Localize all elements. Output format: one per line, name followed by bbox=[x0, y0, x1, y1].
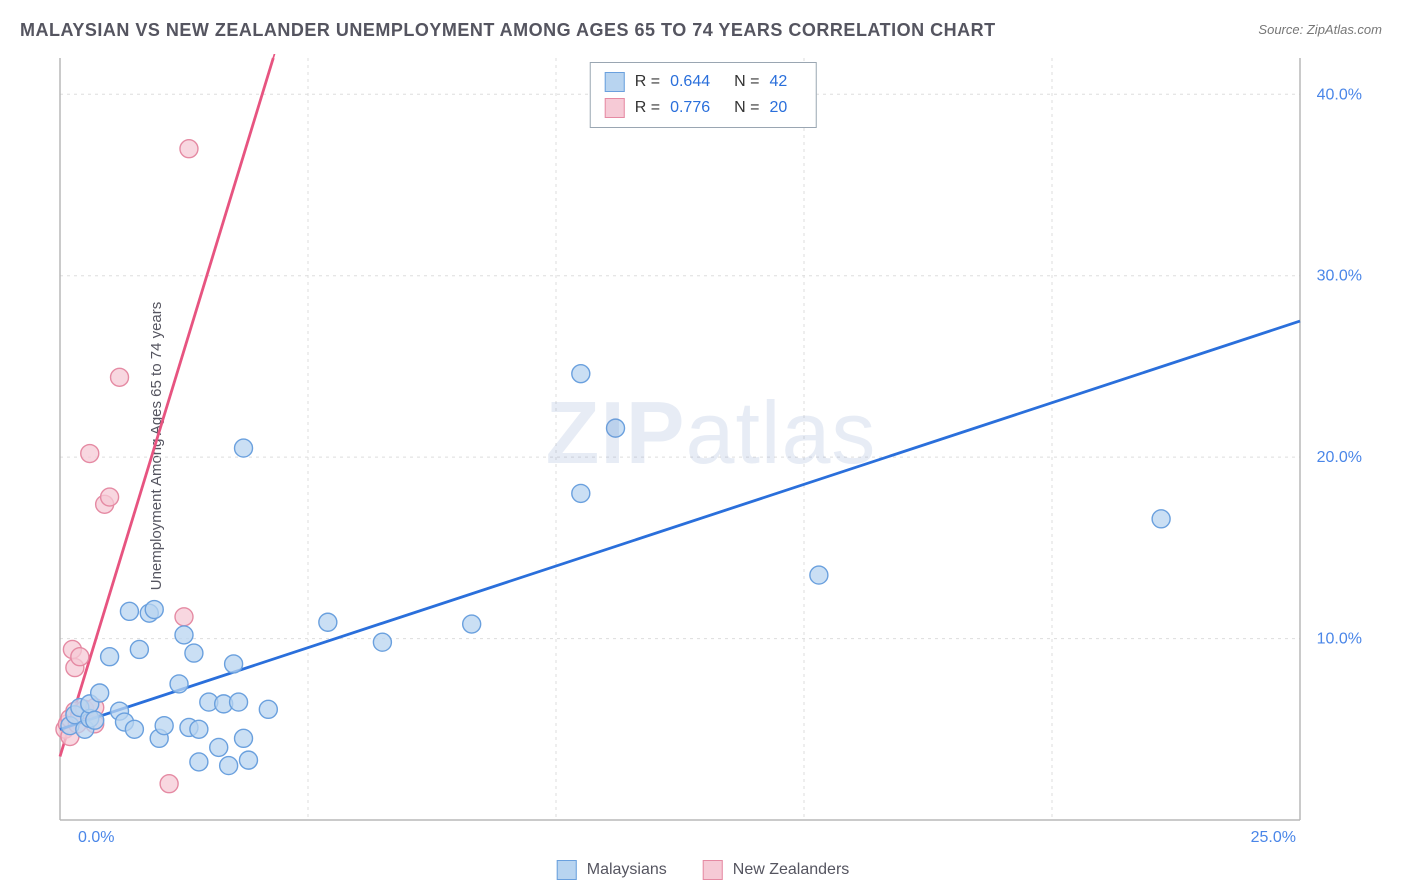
series-name-newzealanders: New Zealanders bbox=[733, 861, 850, 879]
swatch-malaysians bbox=[557, 860, 577, 880]
scatter-chart: 10.0% 20.0% 30.0% 40.0% 0.0% 25.0% bbox=[52, 54, 1370, 844]
r-value-newzealanders: 0.776 bbox=[670, 99, 710, 117]
svg-text:30.0%: 30.0% bbox=[1317, 268, 1362, 285]
r-label: R = bbox=[635, 73, 660, 91]
legend-row-malaysians: R = 0.644 N = 42 bbox=[605, 69, 802, 95]
source-value: ZipAtlas.com bbox=[1307, 22, 1382, 37]
n-label: N = bbox=[734, 73, 759, 91]
correlation-legend: R = 0.644 N = 42 R = 0.776 N = 20 bbox=[590, 62, 817, 128]
legend-row-newzealanders: R = 0.776 N = 20 bbox=[605, 95, 802, 121]
n-label: N = bbox=[734, 99, 759, 117]
swatch-malaysians bbox=[605, 72, 625, 92]
chart-area: ZIPatlas 10.0%20.0%30.0%40.0%0.0%25.0% bbox=[52, 54, 1370, 844]
svg-text:40.0%: 40.0% bbox=[1317, 86, 1362, 103]
svg-text:25.0%: 25.0% bbox=[1251, 829, 1296, 844]
source-label: Source: bbox=[1258, 22, 1303, 37]
legend-item-malaysians: Malaysians bbox=[557, 860, 667, 880]
svg-text:20.0%: 20.0% bbox=[1317, 449, 1362, 466]
legend-item-newzealanders: New Zealanders bbox=[703, 860, 850, 880]
svg-text:10.0%: 10.0% bbox=[1317, 631, 1362, 648]
svg-text:0.0%: 0.0% bbox=[78, 829, 114, 844]
source-attribution: Source: ZipAtlas.com bbox=[1258, 22, 1382, 37]
r-label: R = bbox=[635, 99, 660, 117]
swatch-newzealanders bbox=[703, 860, 723, 880]
n-value-newzealanders: 20 bbox=[769, 99, 787, 117]
swatch-newzealanders bbox=[605, 98, 625, 118]
n-value-malaysians: 42 bbox=[769, 73, 787, 91]
series-legend: Malaysians New Zealanders bbox=[557, 860, 850, 880]
r-value-malaysians: 0.644 bbox=[670, 73, 710, 91]
series-name-malaysians: Malaysians bbox=[587, 861, 667, 879]
chart-title: MALAYSIAN VS NEW ZEALANDER UNEMPLOYMENT … bbox=[20, 20, 996, 41]
